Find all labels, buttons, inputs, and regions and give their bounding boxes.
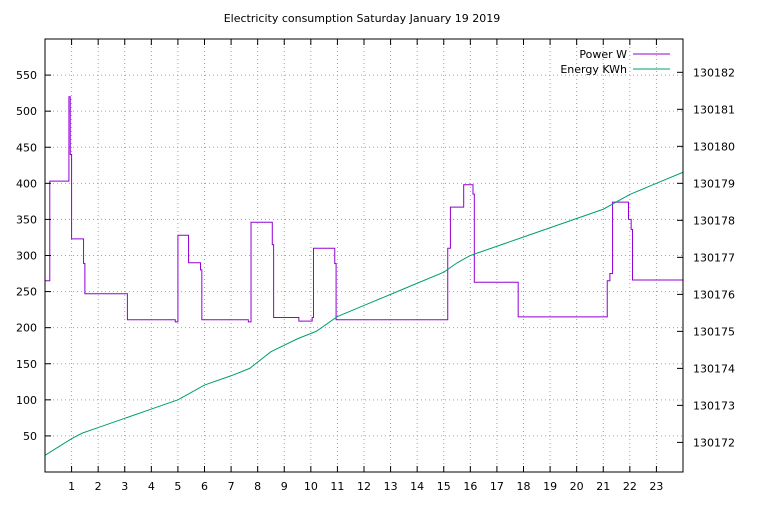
x-tick-label: 4	[148, 480, 155, 493]
y-tick-label: 200	[16, 322, 37, 335]
y2-tick-label: 130176	[693, 288, 735, 301]
y-tick-label: 300	[16, 250, 37, 263]
x-tick-label: 14	[410, 480, 424, 493]
series-line-energy-kwh	[44, 171, 684, 456]
y2-tick-label: 130177	[693, 251, 735, 264]
y-tick-label: 550	[16, 69, 37, 82]
y-tick-label: 450	[16, 141, 37, 154]
y2-tick-label: 130180	[693, 140, 735, 153]
series-line-power-w	[45, 96, 683, 323]
x-tick-label: 7	[228, 480, 235, 493]
x-tick-label: 11	[330, 480, 344, 493]
grid-layer	[45, 39, 683, 472]
x-tick-label: 5	[174, 480, 181, 493]
x-tick-label: 23	[649, 480, 663, 493]
x-tick-label: 13	[384, 480, 398, 493]
x-tick-label: 22	[623, 480, 637, 493]
x-tick-label: 20	[570, 480, 584, 493]
x-tick-label: 10	[304, 480, 318, 493]
y-tick-label: 350	[16, 213, 37, 226]
legend-label-energy-kwh: Energy KWh	[560, 63, 627, 76]
chart-title: Electricity consumption Saturday January…	[224, 12, 501, 25]
x-tick-label: 6	[201, 480, 208, 493]
legend-label-power-w: Power W	[579, 48, 627, 61]
y-tick-label: 100	[16, 394, 37, 407]
legend: Power W Energy KWh	[560, 48, 670, 76]
tick-layer: 1 2 3 4 5 6 7 8 9 10 11 12 13 14 15 16 17 18 19 20 21 22 23501…	[16, 39, 735, 493]
y2-tick-label: 130182	[693, 66, 735, 79]
y-tick-label: 500	[16, 105, 37, 118]
x-tick-label: 18	[517, 480, 531, 493]
series-layer	[44, 96, 684, 456]
x-tick-label: 17	[490, 480, 504, 493]
x-tick-label: 15	[437, 480, 451, 493]
y-tick-label: 50	[23, 430, 37, 443]
y2-tick-label: 130172	[693, 436, 735, 449]
y-tick-label: 150	[16, 358, 37, 371]
x-tick-label: 19	[543, 480, 557, 493]
x-tick-label: 21	[596, 480, 610, 493]
x-tick-label: 9	[281, 480, 288, 493]
x-tick-label: 8	[254, 480, 261, 493]
x-tick-label: 1	[68, 480, 75, 493]
x-tick-label: 12	[357, 480, 371, 493]
y2-tick-label: 130175	[693, 325, 735, 338]
x-tick-label: 16	[463, 480, 477, 493]
y2-tick-label: 130173	[693, 399, 735, 412]
x-tick-label: 3	[121, 480, 128, 493]
y-tick-label: 250	[16, 286, 37, 299]
y-tick-label: 400	[16, 177, 37, 190]
x-tick-label: 2	[95, 480, 102, 493]
y2-tick-label: 130181	[693, 103, 735, 116]
y2-tick-label: 130178	[693, 214, 735, 227]
y2-tick-label: 130179	[693, 177, 735, 190]
y2-tick-label: 130174	[693, 362, 735, 375]
